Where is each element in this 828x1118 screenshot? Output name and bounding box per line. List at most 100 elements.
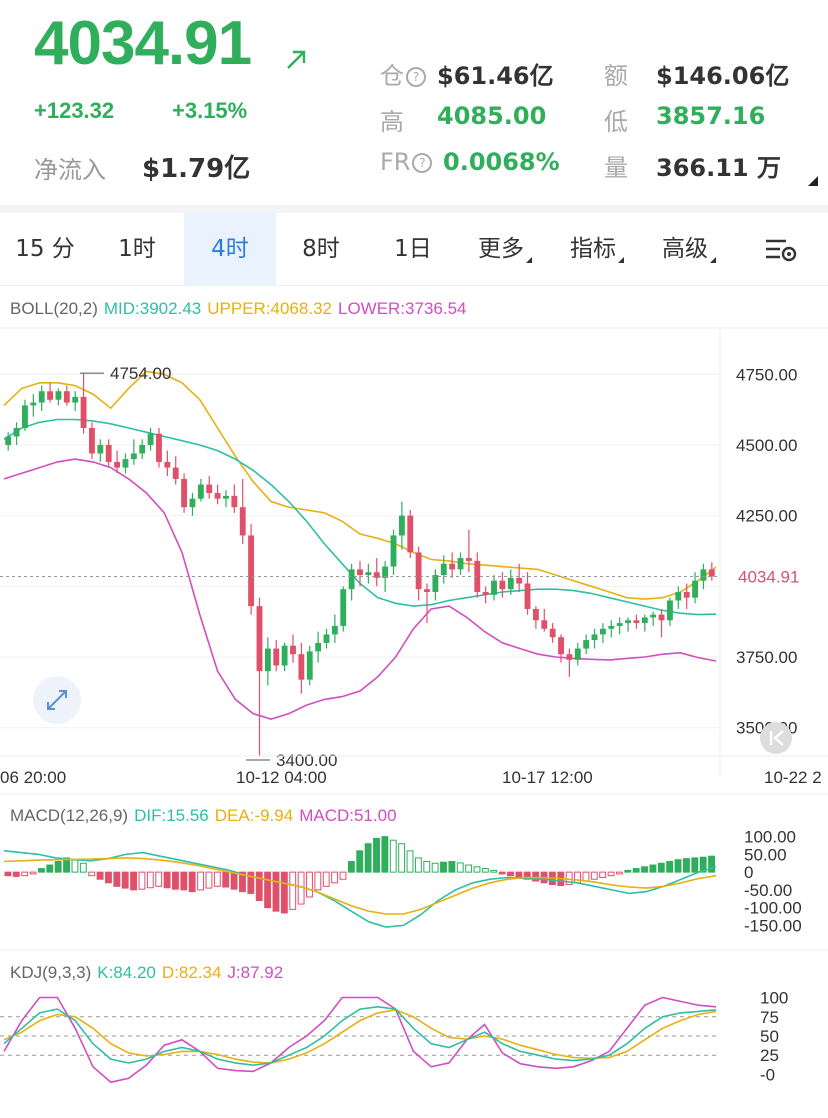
macd-bar [465,864,473,873]
candle-body [290,645,296,655]
net-inflow-value: $1.79亿 [142,154,251,184]
last-price-tag [722,560,828,593]
candle-body [298,654,305,680]
candle-body [692,580,698,598]
kline-chart[interactable]: BOLL(20,2) MID:3902.43 UPPER:4068.32 LOWER:… [0,286,828,1118]
macd-bar [456,862,464,873]
candle-body [683,592,690,598]
macd-bar [414,857,422,873]
candle-body [541,620,548,629]
macd-bar [339,871,347,880]
help-icon[interactable]: ? [406,67,426,87]
macd-dea-line [3,857,717,915]
macd-bar [272,871,280,912]
chart-settings-icon[interactable] [764,237,798,263]
tab-more[interactable]: 更多 [460,213,550,285]
y-tick-label: 3750.00 [736,648,797,667]
candle-body [306,651,313,680]
volume-label: 量 [604,154,628,182]
tab-advanced[interactable]: 高级 [644,213,734,285]
change-absolute: +123.32 [34,98,115,123]
macd-bar [205,871,213,889]
candle-body [424,589,430,592]
candle-body [474,560,481,592]
candle-body [633,620,640,624]
candle-body [599,628,606,635]
tab-8h[interactable]: 8时 [302,236,340,262]
candle-body [616,623,623,626]
macd-bar [657,862,665,873]
macd-bar [473,866,481,873]
candle-body [281,645,288,666]
macd-bar [230,871,238,890]
candle-body [482,592,489,595]
candle-body [139,444,146,454]
macd-bar [347,860,355,873]
macd-bar [507,871,514,877]
macd-bar [515,871,523,878]
macd-bar [381,836,389,873]
candle-body [130,453,137,460]
tab-15m[interactable]: 15 分 [15,236,75,262]
tab-1d[interactable]: 1日 [394,236,432,262]
macd-bar [146,871,154,889]
candle-body [700,569,707,581]
macd-bar [490,869,498,873]
macd-bar [574,871,581,884]
macd-bar [448,860,456,873]
candle-body [532,608,539,621]
scroll-to-latest-icon[interactable] [760,722,792,754]
dropdown-caret-icon [710,257,716,263]
legend-item: J:87.92 [227,963,283,982]
candle-body [491,580,497,595]
help-icon[interactable]: ? [412,153,433,173]
candle-body [625,620,631,624]
candle-body [641,617,648,624]
open-interest-label: 仓? [380,56,426,91]
y-tick-label: 50.00 [744,845,787,864]
expand-corner-icon[interactable] [808,176,818,186]
macd-bar [71,859,79,873]
open-interest-value: $61.46亿 [437,62,554,90]
candle-body [55,391,62,400]
candle-body [708,569,715,577]
macd-bar [708,855,715,873]
candle-body [30,402,37,406]
legend-item: MACD(12,26,9) [10,806,128,825]
candle-body [114,461,121,468]
candle-body [105,444,112,462]
high-label: 高 [380,108,404,136]
candle-body [189,498,196,508]
macd-bar [264,871,272,909]
candle-body [248,535,255,607]
candle-body [365,572,372,576]
boll-upper-line [3,370,717,600]
candle-body [583,640,590,649]
fullscreen-icon[interactable] [33,676,81,724]
candle-body [122,459,129,468]
macd-bar [21,871,29,877]
candle-body [63,391,70,403]
tab-4h[interactable]: 4时 [184,213,276,285]
candle-body [465,558,472,561]
legend-item: MACD:51.00 [299,806,396,825]
macd-bar [138,871,146,890]
candle-body [440,563,447,576]
legend-item: D:82.34 [162,963,222,982]
section-divider [0,205,828,213]
tab-1h[interactable]: 1时 [118,236,156,262]
macd-bar [364,843,372,873]
candle-body [666,600,673,621]
candle-body [264,648,271,672]
macd-bar [172,871,179,890]
macd-bar [481,868,489,873]
macd-bar [29,871,37,875]
candle-body [197,484,204,499]
turnover-label: 额 [604,62,628,90]
macd-bar [590,871,598,880]
tab-indicators[interactable]: 指标 [552,213,642,285]
macd-bar [632,868,640,873]
macd-bar [607,871,615,877]
y-tick-label: 50 [760,1027,779,1046]
fullscreen-arrows [47,690,67,710]
